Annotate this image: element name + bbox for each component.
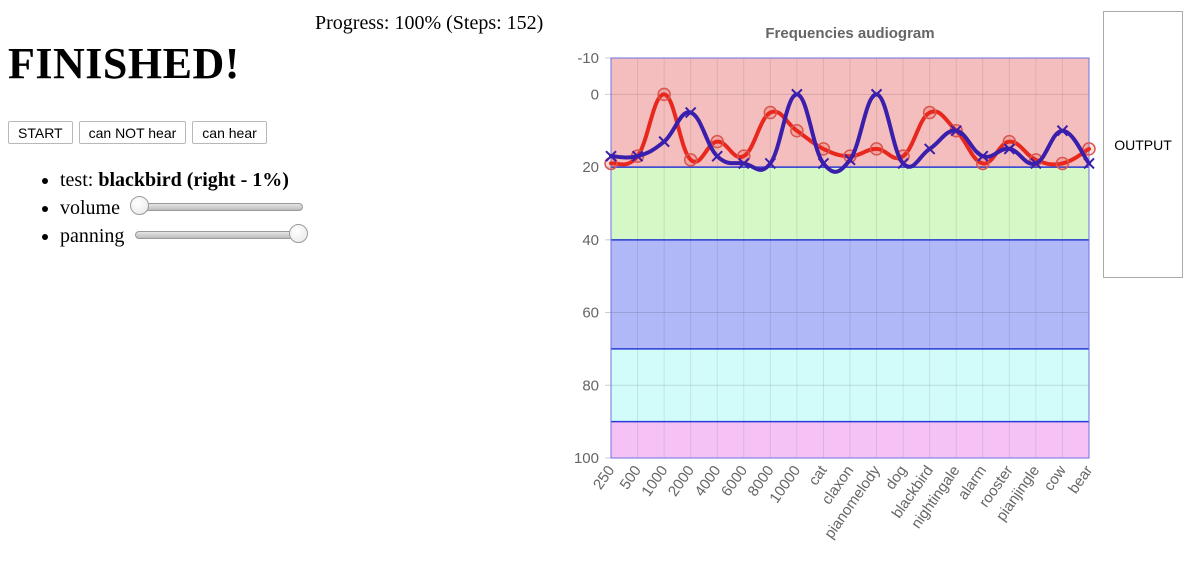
series-point-red bbox=[790, 123, 804, 138]
series-point-red bbox=[1082, 142, 1096, 156]
series-point-blue bbox=[711, 150, 723, 162]
series-point-red bbox=[763, 105, 778, 120]
series-point-blue bbox=[897, 157, 909, 170]
plot-border bbox=[610, 57, 1090, 459]
series-point-blue bbox=[923, 143, 936, 155]
volume-item: volume bbox=[60, 194, 307, 222]
x-tick-label: cow bbox=[1040, 462, 1069, 494]
series-point-blue bbox=[764, 157, 777, 170]
test-item: test: blackbird (right - 1%) bbox=[60, 166, 307, 194]
y-tick-label: -10 bbox=[577, 50, 599, 67]
band-4 bbox=[611, 421, 1089, 458]
chart-title: Frequencies audiogram bbox=[765, 25, 934, 42]
series-point-blue bbox=[658, 135, 670, 148]
x-tick-label: 1000 bbox=[638, 463, 671, 500]
series-point-red bbox=[869, 142, 884, 156]
band-3 bbox=[611, 348, 1089, 422]
volume-label: volume bbox=[60, 197, 120, 219]
series-point-blue bbox=[870, 88, 883, 101]
y-tick-label: 60 bbox=[582, 305, 599, 322]
output-button[interactable]: OUTPUT bbox=[1103, 11, 1183, 278]
x-tick-label: 250 bbox=[590, 463, 618, 493]
series-point-blue bbox=[684, 106, 697, 119]
can-hear-button[interactable]: can hear bbox=[192, 121, 267, 144]
series-point-blue bbox=[844, 154, 856, 166]
series-point-red bbox=[922, 105, 937, 120]
series-point-red bbox=[710, 134, 724, 149]
panning-slider[interactable] bbox=[135, 224, 309, 244]
series-point-blue bbox=[1056, 125, 1069, 137]
x-tick-label: bear bbox=[1065, 463, 1096, 497]
series-point-blue bbox=[631, 150, 644, 162]
y-tick-label: 40 bbox=[582, 232, 599, 249]
test-value: blackbird (right - 1%) bbox=[98, 169, 289, 191]
y-tick-label: 100 bbox=[574, 450, 599, 467]
series-point-blue bbox=[977, 150, 989, 162]
series-point-blue bbox=[1030, 157, 1042, 170]
control-buttons: START can NOT hear can hear bbox=[8, 121, 267, 144]
x-tick-label: 6000 bbox=[718, 463, 751, 500]
test-label: test: bbox=[60, 169, 94, 191]
series-point-blue bbox=[950, 125, 962, 137]
status-title: FINISHED! bbox=[8, 39, 240, 88]
y-tick-label: 80 bbox=[582, 377, 599, 394]
volume-slider[interactable] bbox=[130, 196, 303, 216]
series-point-blue bbox=[791, 88, 803, 101]
series-point-blue bbox=[605, 150, 617, 162]
band-1 bbox=[611, 167, 1089, 240]
y-tick-label: 20 bbox=[582, 159, 599, 176]
audiogram-chart: Frequencies audiogram-100204060801002505… bbox=[574, 25, 1096, 542]
start-button[interactable]: START bbox=[8, 121, 73, 144]
panning-item: panning bbox=[60, 222, 309, 250]
x-tick-label: 2000 bbox=[665, 463, 698, 500]
panning-label: panning bbox=[60, 225, 125, 247]
volume-slider-thumb[interactable] bbox=[130, 196, 149, 216]
progress-text: Progress: 100% (Steps: 152) bbox=[315, 12, 544, 34]
series-point-red bbox=[657, 87, 671, 102]
band-2 bbox=[611, 239, 1089, 349]
series-point-blue bbox=[817, 157, 830, 170]
series-point-blue bbox=[1003, 143, 1016, 155]
cannot-hear-button[interactable]: can NOT hear bbox=[78, 121, 187, 144]
panning-slider-thumb[interactable] bbox=[289, 224, 309, 244]
x-tick-label: 4000 bbox=[691, 463, 724, 500]
test-info-list: test: blackbird (right - 1%) volume pann… bbox=[20, 166, 309, 250]
series-point-blue bbox=[1083, 157, 1095, 170]
series-point-red bbox=[683, 153, 698, 167]
series-point-red bbox=[1055, 156, 1070, 171]
y-tick-label: 0 bbox=[591, 86, 599, 103]
series-point-blue bbox=[738, 157, 750, 170]
